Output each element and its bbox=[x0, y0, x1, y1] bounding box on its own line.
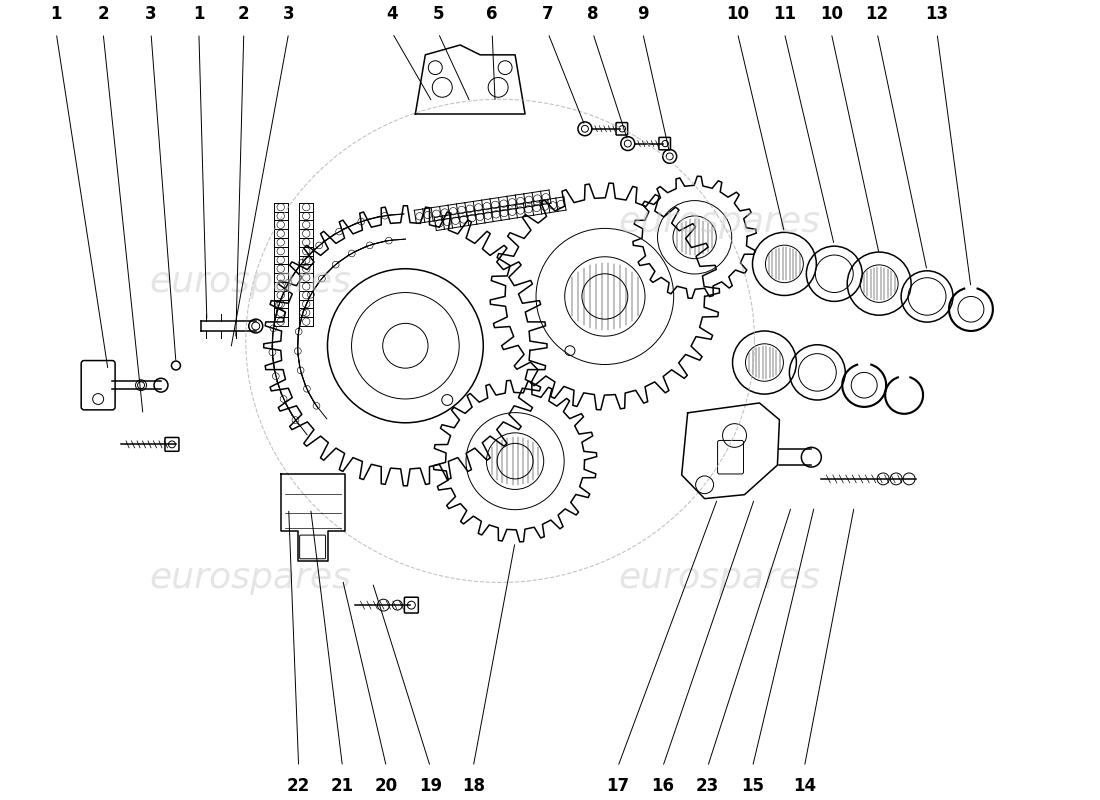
Text: 10: 10 bbox=[820, 6, 843, 23]
Text: 1: 1 bbox=[51, 6, 62, 23]
Text: 10: 10 bbox=[726, 6, 749, 23]
Text: 4: 4 bbox=[386, 6, 398, 23]
Text: 12: 12 bbox=[866, 6, 889, 23]
Text: 9: 9 bbox=[637, 6, 649, 23]
Text: eurospares: eurospares bbox=[618, 561, 821, 594]
Text: 21: 21 bbox=[331, 777, 354, 794]
Text: 23: 23 bbox=[696, 777, 719, 794]
Text: eurospares: eurospares bbox=[618, 206, 821, 239]
Text: 1: 1 bbox=[194, 6, 205, 23]
Text: 20: 20 bbox=[375, 777, 398, 794]
Text: 14: 14 bbox=[793, 777, 816, 794]
Text: 19: 19 bbox=[419, 777, 442, 794]
Text: 3: 3 bbox=[283, 6, 295, 23]
Text: 22: 22 bbox=[287, 777, 310, 794]
Text: eurospares: eurospares bbox=[150, 265, 352, 298]
Text: 18: 18 bbox=[462, 777, 485, 794]
Text: eurospares: eurospares bbox=[150, 561, 352, 594]
Text: 6: 6 bbox=[486, 6, 498, 23]
Text: 13: 13 bbox=[925, 6, 948, 23]
Text: 2: 2 bbox=[238, 6, 250, 23]
Text: 5: 5 bbox=[432, 6, 444, 23]
Text: 11: 11 bbox=[773, 6, 796, 23]
Text: 17: 17 bbox=[606, 777, 629, 794]
Text: 16: 16 bbox=[651, 777, 674, 794]
Text: 8: 8 bbox=[587, 6, 598, 23]
Text: 15: 15 bbox=[741, 777, 764, 794]
Text: 7: 7 bbox=[542, 6, 553, 23]
Text: 2: 2 bbox=[97, 6, 109, 23]
Text: 3: 3 bbox=[145, 6, 157, 23]
